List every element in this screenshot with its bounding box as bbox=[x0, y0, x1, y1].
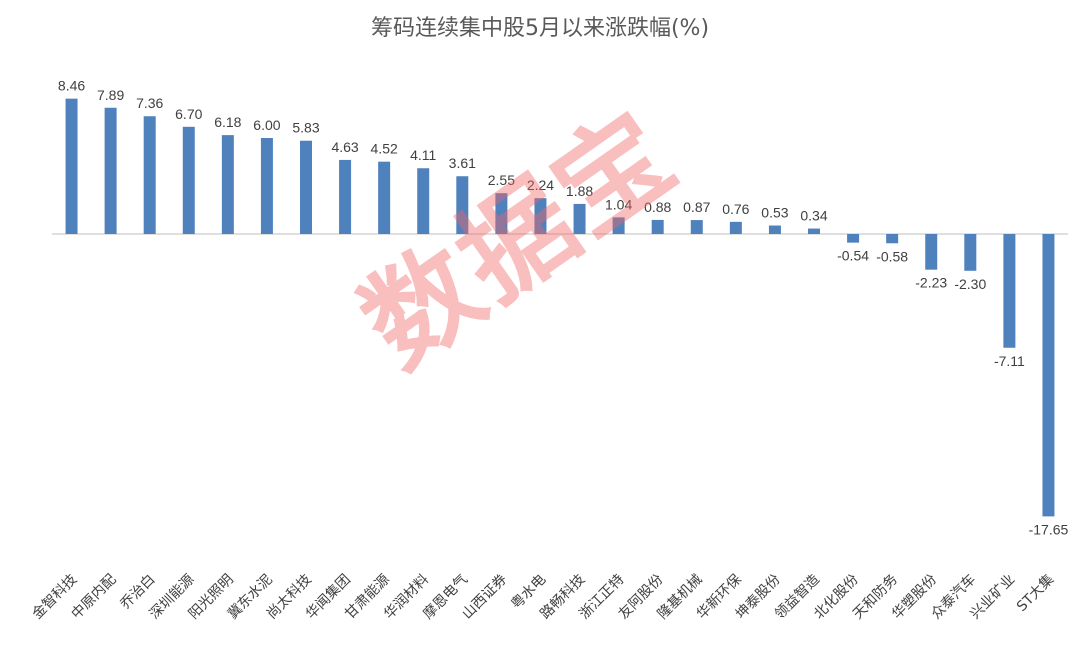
value-label-14: 1.88 bbox=[566, 183, 593, 199]
bar-8 bbox=[339, 159, 352, 234]
bar-5 bbox=[221, 135, 234, 234]
bar-23 bbox=[925, 234, 938, 270]
bar-7 bbox=[300, 140, 312, 234]
value-label-25: -7.11 bbox=[994, 353, 1025, 369]
category-label-26: ST大集 bbox=[1013, 571, 1057, 615]
bar-14 bbox=[573, 203, 586, 234]
value-label-1: 8.46 bbox=[58, 78, 85, 94]
value-label-5: 6.18 bbox=[214, 114, 241, 130]
value-label-9: 4.52 bbox=[371, 141, 398, 157]
value-label-10: 4.11 bbox=[410, 147, 436, 163]
bar-9 bbox=[378, 161, 391, 234]
bar-18 bbox=[729, 221, 742, 234]
value-label-11: 3.61 bbox=[449, 155, 476, 171]
value-label-19: 0.53 bbox=[761, 205, 788, 221]
value-label-6: 6.00 bbox=[253, 117, 280, 133]
bar-11 bbox=[456, 176, 469, 234]
bar-16 bbox=[651, 219, 664, 234]
value-label-22: -0.58 bbox=[876, 248, 908, 264]
bar-1 bbox=[65, 98, 78, 234]
value-label-4: 6.70 bbox=[175, 106, 202, 122]
value-label-8: 4.63 bbox=[331, 139, 358, 155]
bar-24 bbox=[964, 234, 977, 271]
bar-20 bbox=[808, 228, 820, 234]
bar-22 bbox=[886, 234, 899, 244]
bar-6 bbox=[260, 138, 273, 234]
bar-25 bbox=[1003, 234, 1016, 348]
value-label-17: 0.87 bbox=[683, 199, 710, 215]
bar-10 bbox=[417, 168, 430, 234]
value-label-23: -2.23 bbox=[915, 275, 947, 291]
value-label-18: 0.76 bbox=[722, 201, 749, 217]
chart-title: 筹码连续集中股5月以来涨跌幅(%) bbox=[370, 16, 710, 41]
value-label-24: -2.30 bbox=[954, 276, 986, 292]
value-label-2: 7.89 bbox=[97, 87, 124, 103]
value-label-13: 2.24 bbox=[527, 177, 554, 193]
bar-15 bbox=[612, 217, 625, 234]
value-label-12: 2.55 bbox=[488, 172, 515, 188]
value-label-16: 0.88 bbox=[644, 199, 671, 215]
bar-4 bbox=[182, 126, 195, 234]
bar-26 bbox=[1042, 234, 1055, 517]
value-label-15: 1.04 bbox=[605, 196, 632, 212]
bar-13 bbox=[534, 198, 547, 234]
value-label-26: -17.65 bbox=[1029, 521, 1069, 537]
bar-12 bbox=[495, 193, 508, 234]
bar-2 bbox=[104, 107, 117, 234]
bar-17 bbox=[690, 220, 703, 234]
value-label-21: -0.54 bbox=[837, 248, 869, 264]
value-label-3: 7.36 bbox=[136, 95, 163, 111]
value-label-7: 5.83 bbox=[292, 120, 319, 136]
bar-21 bbox=[847, 234, 860, 243]
bar-3 bbox=[143, 116, 156, 234]
value-label-20: 0.34 bbox=[800, 208, 827, 224]
bar-19 bbox=[768, 225, 781, 234]
